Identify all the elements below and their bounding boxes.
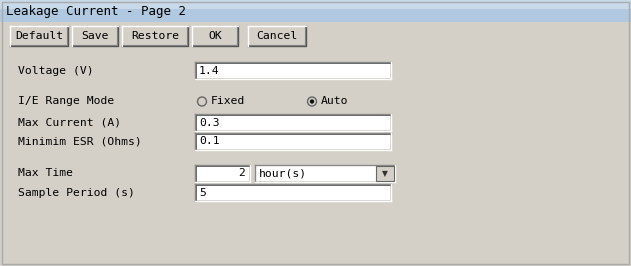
Bar	[0, 0, 631, 22]
Bar	[192, 26, 238, 46]
Bar	[196, 134, 390, 149]
Text: Leakage Current - Page 2: Leakage Current - Page 2	[6, 6, 186, 19]
Bar	[72, 26, 118, 46]
Text: Cancel: Cancel	[256, 31, 298, 41]
Circle shape	[307, 97, 317, 106]
Bar	[256, 166, 394, 181]
Text: OK: OK	[208, 31, 222, 41]
Bar	[196, 185, 390, 200]
Bar	[196, 63, 390, 78]
Text: 0.3: 0.3	[199, 118, 220, 127]
Bar	[10, 26, 68, 46]
Bar	[376, 166, 394, 181]
Text: 0.1: 0.1	[199, 136, 220, 147]
Text: 2: 2	[238, 168, 245, 178]
Bar	[196, 166, 249, 181]
Text: hour(s): hour(s)	[259, 168, 307, 178]
Bar	[196, 115, 390, 130]
Text: Fixed: Fixed	[211, 97, 245, 106]
Bar	[122, 26, 188, 46]
Text: Restore: Restore	[131, 31, 179, 41]
Text: Max Current (A): Max Current (A)	[18, 118, 121, 127]
Text: 1.4: 1.4	[199, 65, 220, 76]
Text: ▼: ▼	[382, 169, 388, 178]
Text: Minimim ESR (Ohms): Minimim ESR (Ohms)	[18, 136, 142, 147]
Bar	[248, 26, 306, 46]
Circle shape	[198, 97, 206, 106]
Text: 5: 5	[199, 188, 206, 197]
Text: Sample Period (s): Sample Period (s)	[18, 188, 135, 197]
Text: Save: Save	[81, 31, 109, 41]
Circle shape	[310, 99, 314, 104]
Text: Auto: Auto	[321, 97, 348, 106]
Bar	[0, 0, 631, 9]
Text: Default: Default	[15, 31, 63, 41]
Text: Voltage (V): Voltage (V)	[18, 65, 93, 76]
Text: Max Time: Max Time	[18, 168, 73, 178]
Text: I/E Range Mode: I/E Range Mode	[18, 97, 114, 106]
